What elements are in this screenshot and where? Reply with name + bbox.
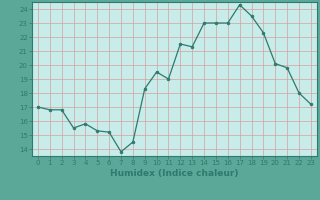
X-axis label: Humidex (Indice chaleur): Humidex (Indice chaleur) bbox=[110, 169, 239, 178]
